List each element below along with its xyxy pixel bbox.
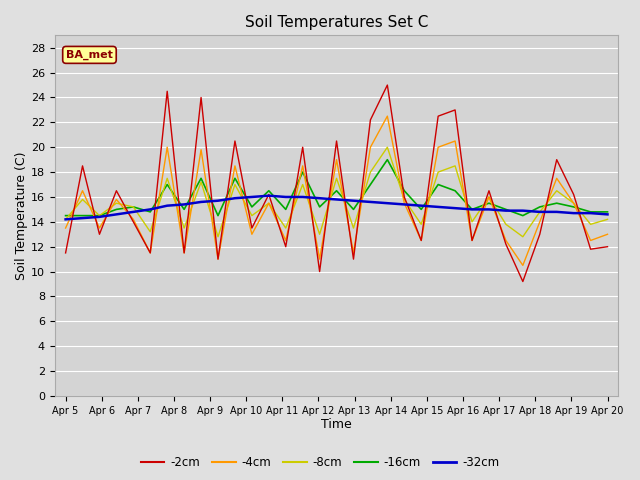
Legend: -2cm, -4cm, -8cm, -16cm, -32cm: -2cm, -4cm, -8cm, -16cm, -32cm (136, 452, 504, 474)
Title: Soil Temperatures Set C: Soil Temperatures Set C (245, 15, 428, 30)
X-axis label: Time: Time (321, 419, 352, 432)
Text: BA_met: BA_met (66, 50, 113, 60)
Y-axis label: Soil Temperature (C): Soil Temperature (C) (15, 151, 28, 280)
